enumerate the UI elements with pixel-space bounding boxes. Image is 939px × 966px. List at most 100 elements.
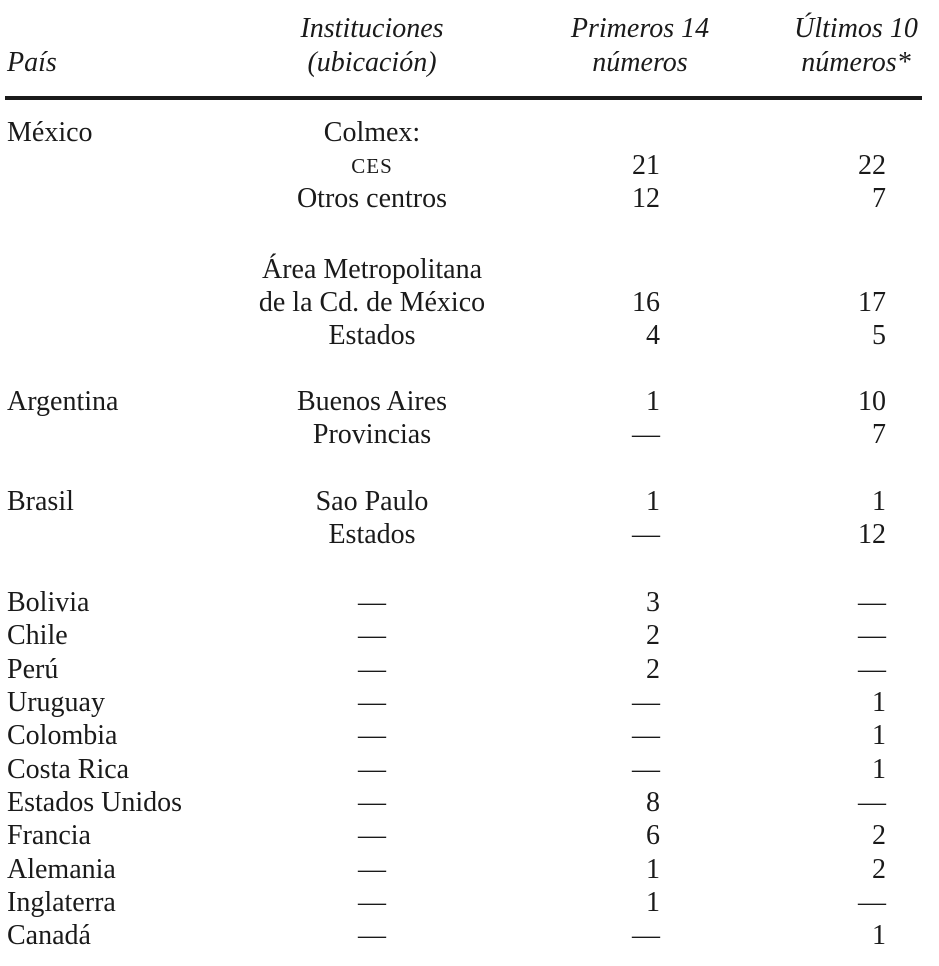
country-cell: Chile xyxy=(7,620,68,651)
column-header-instituciones-line2: (ubicación) xyxy=(307,47,437,78)
ultimos-cell: 7 xyxy=(872,183,886,214)
primeros-cell: 2 xyxy=(646,654,660,685)
primeros-cell: 1 xyxy=(646,486,660,517)
column-header-instituciones-line1: Instituciones xyxy=(300,13,444,44)
table-row: Brasil Sao Paulo 1 1 xyxy=(0,485,939,519)
country-cell: México xyxy=(7,117,93,148)
table-row: Área Metropolitana xyxy=(0,253,939,287)
institution-cell: de la Cd. de México xyxy=(258,287,486,318)
column-header-ultimos-line2: números* xyxy=(801,47,911,78)
institution-cell: Área Metropolitana xyxy=(261,254,483,285)
country-cell: Estados Unidos xyxy=(7,787,182,818)
ultimos-cell: 1 xyxy=(872,687,886,718)
primeros-cell: — xyxy=(632,720,660,751)
country-cell: Brasil xyxy=(7,486,74,517)
institution-cell: CES xyxy=(351,154,393,178)
ultimos-cell: 22 xyxy=(858,150,886,181)
institution-cell: — xyxy=(358,620,386,651)
primeros-cell: 12 xyxy=(632,183,660,214)
ultimos-cell: 1 xyxy=(872,920,886,951)
primeros-cell: 3 xyxy=(646,587,660,618)
table-row: Otros centros 12 7 xyxy=(0,182,939,216)
table-row: Estados 4 5 xyxy=(0,319,939,353)
ultimos-cell: 1 xyxy=(872,754,886,785)
institution-cell: Buenos Aires xyxy=(296,386,448,417)
table-row: Argentina Buenos Aires 1 10 xyxy=(0,385,939,419)
institution-cell: — xyxy=(358,920,386,951)
institution-cell: Otros centros xyxy=(296,183,448,214)
country-cell: Bolivia xyxy=(7,587,90,618)
primeros-cell: — xyxy=(632,687,660,718)
institution-cell: — xyxy=(358,687,386,718)
column-header-ultimos-line1: Últimos 10 xyxy=(794,13,918,44)
ultimos-cell: 12 xyxy=(858,519,886,550)
institution-cell: Colmex: xyxy=(323,117,421,148)
primeros-cell: 21 xyxy=(632,150,660,181)
country-cell: Alemania xyxy=(7,854,116,885)
primeros-cell: 1 xyxy=(646,887,660,918)
primeros-cell: 8 xyxy=(646,787,660,818)
ultimos-cell: 5 xyxy=(872,320,886,351)
table-row: Estados Unidos — 8 — xyxy=(0,786,939,820)
country-cell: Uruguay xyxy=(7,687,105,718)
primeros-cell: 6 xyxy=(646,820,660,851)
ultimos-cell: — xyxy=(858,587,886,618)
primeros-cell: — xyxy=(632,920,660,951)
institution-cell: — xyxy=(358,854,386,885)
ultimos-cell: 7 xyxy=(872,419,886,450)
column-header-pais: País xyxy=(7,47,57,78)
column-header-primeros-line1: Primeros 14 xyxy=(570,13,710,44)
table-row: de la Cd. de México 16 17 xyxy=(0,286,939,320)
table-row: Estados — 12 xyxy=(0,518,939,552)
primeros-cell: — xyxy=(632,754,660,785)
country-cell: Colombia xyxy=(7,720,118,751)
column-header-primeros-line2: números xyxy=(592,47,688,78)
table-row: Chile — 2 — xyxy=(0,619,939,653)
table-row: Bolivia — 3 — xyxy=(0,586,939,620)
primeros-cell: — xyxy=(632,419,660,450)
primeros-cell: 4 xyxy=(646,320,660,351)
country-cell: Perú xyxy=(7,654,59,685)
institution-cell: — xyxy=(358,587,386,618)
institution-cell: Sao Paulo xyxy=(315,486,429,517)
primeros-cell: 16 xyxy=(632,287,660,318)
ultimos-cell: 17 xyxy=(858,287,886,318)
institution-cell: Estados xyxy=(328,519,416,550)
country-cell: Canadá xyxy=(7,920,91,951)
country-cell: Inglaterra xyxy=(7,887,116,918)
institution-cell: — xyxy=(358,787,386,818)
ultimos-cell: 2 xyxy=(872,854,886,885)
table-row: Perú — 2 — xyxy=(0,653,939,687)
table-row: Uruguay — — 1 xyxy=(0,686,939,720)
table-row: México Colmex: xyxy=(0,116,939,150)
institution-cell: — xyxy=(358,820,386,851)
institution-cell: — xyxy=(358,720,386,751)
country-cell: Costa Rica xyxy=(7,754,130,785)
institution-cell: Provincias xyxy=(312,419,432,450)
institution-cell: — xyxy=(358,754,386,785)
table-row: Colombia — — 1 xyxy=(0,719,939,753)
primeros-cell: 1 xyxy=(646,386,660,417)
ultimos-cell: 2 xyxy=(872,820,886,851)
institution-cell: — xyxy=(358,887,386,918)
table-row: Provincias — 7 xyxy=(0,418,939,452)
institution-cell: Estados xyxy=(328,320,416,351)
primeros-cell: 2 xyxy=(646,620,660,651)
country-cell: Francia xyxy=(7,820,91,851)
header-rule xyxy=(5,96,922,100)
table-row: Costa Rica — — 1 xyxy=(0,753,939,787)
table-row: CES 21 22 xyxy=(0,149,939,183)
table-row: Canadá — — 1 xyxy=(0,919,939,953)
ultimos-cell: 10 xyxy=(858,386,886,417)
ultimos-cell: 1 xyxy=(872,720,886,751)
ultimos-cell: — xyxy=(858,787,886,818)
table-row: Inglaterra — 1 — xyxy=(0,886,939,920)
country-cell: Argentina xyxy=(7,386,119,417)
table-row: Alemania — 1 2 xyxy=(0,853,939,887)
primeros-cell: — xyxy=(632,519,660,550)
table-row: Francia — 6 2 xyxy=(0,819,939,853)
ultimos-cell: — xyxy=(858,620,886,651)
ultimos-cell: 1 xyxy=(872,486,886,517)
primeros-cell: 1 xyxy=(646,854,660,885)
